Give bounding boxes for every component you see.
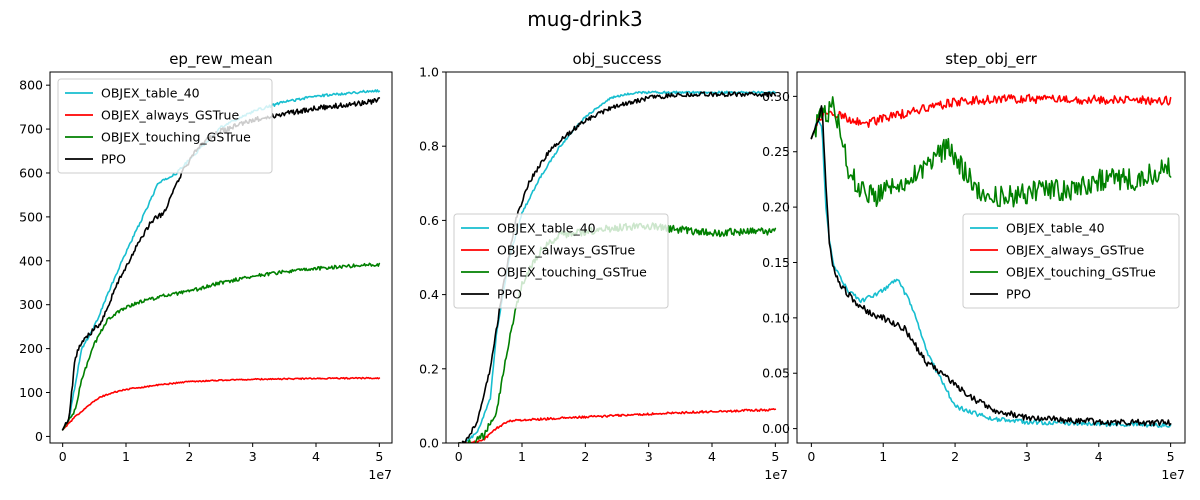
y-tick-label: 0: [35, 429, 43, 444]
x-tick-label: 2: [185, 449, 193, 464]
x-tick-label: 1: [122, 449, 130, 464]
x-tick-label: 3: [249, 449, 257, 464]
y-tick-label: 0.30: [762, 89, 790, 104]
subplot-title: obj_success: [572, 50, 661, 69]
x-tick-label: 4: [708, 449, 716, 464]
legend-label: PPO: [1006, 287, 1031, 302]
x-tick-label: 1: [879, 449, 887, 464]
y-tick-label: 300: [19, 297, 43, 312]
y-tick-label: 0.6: [419, 213, 439, 228]
series-line-objex-always-gstrue: [457, 408, 777, 443]
series-line-objex-always-gstrue: [61, 376, 381, 431]
y-tick-label: 0.2: [419, 361, 439, 376]
x-offset-text: 1e7: [368, 467, 392, 482]
legend-box: [57, 78, 273, 174]
legend-label: OBJEX_touching_GSTrue: [1006, 265, 1156, 280]
y-tick-label: 0.4: [419, 287, 439, 302]
series-line-objex-touching-gstrue: [810, 96, 1172, 208]
x-tick-label: 2: [581, 449, 589, 464]
y-tick-label: 700: [19, 122, 43, 137]
legend-label: OBJEX_always_GSTrue: [101, 108, 239, 123]
y-tick-label: 0.10: [762, 310, 790, 325]
legend: OBJEX_table_40 OBJEX_always_GSTrue OBJEX_t…: [962, 213, 1180, 309]
y-tick-label: 0.05: [762, 366, 790, 381]
subplot-title: step_obj_err: [945, 50, 1037, 69]
legend-label: OBJEX_always_GSTrue: [497, 243, 635, 258]
legend-box: [453, 213, 669, 309]
series-line-ppo: [810, 105, 1172, 427]
y-tick-label: 400: [19, 253, 43, 268]
y-tick-label: 500: [19, 209, 43, 224]
x-tick-label: 2: [951, 449, 959, 464]
axes-frame: [49, 71, 393, 444]
y-tick-label: 0.8: [419, 139, 439, 154]
legend-label: PPO: [101, 152, 126, 167]
x-tick-label: 5: [375, 449, 383, 464]
y-tick-label: 100: [19, 385, 43, 400]
x-tick-label: 0: [807, 449, 815, 464]
y-tick-label: 800: [19, 78, 43, 93]
legend-label: OBJEX_table_40: [497, 221, 596, 236]
x-tick-label: 0: [455, 449, 463, 464]
legend-label: OBJEX_touching_GSTrue: [101, 130, 251, 145]
x-tick-label: 5: [1167, 449, 1175, 464]
y-tick-label: 0.25: [762, 144, 790, 159]
axes-frame: [445, 71, 789, 444]
y-tick-label: 0.20: [762, 200, 790, 215]
y-tick-label: 200: [19, 341, 43, 356]
subplot-step-obj-err: step_obj_err 0 1 2 3 4 5 1e7 0.00 0.05 0.10 0.15 0.2…: [762, 50, 1186, 482]
y-tick-label: 1.0: [419, 65, 439, 80]
y-tick-label: 600: [19, 165, 43, 180]
y-tick-label: 0.00: [762, 421, 790, 436]
legend: OBJEX_table_40 OBJEX_always_GSTrue OBJEX_t…: [57, 78, 273, 174]
x-tick-label: 5: [771, 449, 779, 464]
legend-box: [962, 213, 1180, 309]
series-group: [810, 93, 1172, 429]
legend-label: PPO: [497, 287, 522, 302]
subplot-obj-success: obj_success 0 1 2 3 4 5 1e7 0.0 0.2 0.4 0.6 0.8 1.0 OB…: [419, 50, 789, 482]
legend-label: OBJEX_table_40: [1006, 221, 1105, 236]
series-line-objex-always-gstrue: [810, 93, 1172, 140]
series-line-objex-touching-gstrue: [61, 262, 381, 431]
x-tick-label: 0: [59, 449, 67, 464]
x-offset-text: 1e7: [764, 467, 788, 482]
subplot-title: ep_rew_mean: [169, 50, 273, 69]
x-tick-label: 1: [518, 449, 526, 464]
legend-label: OBJEX_touching_GSTrue: [497, 265, 647, 280]
figure-title: mug-drink3: [527, 7, 643, 31]
axes-frame: [796, 71, 1186, 444]
y-tick-label: 0.0: [419, 436, 439, 451]
subplot-ep-rew-mean: ep_rew_mean 0 1 2 3 4 5 1e7 0 100 200 300 400 500 600 7…: [19, 50, 393, 482]
x-tick-label: 4: [312, 449, 320, 464]
legend: OBJEX_table_40 OBJEX_always_GSTrue OBJEX_t…: [453, 213, 669, 309]
y-tick-label: 0.15: [762, 255, 790, 270]
legend-label: OBJEX_table_40: [101, 86, 200, 101]
x-offset-text: 1e7: [1161, 467, 1185, 482]
legend-label: OBJEX_always_GSTrue: [1006, 243, 1144, 258]
x-tick-label: 4: [1095, 449, 1103, 464]
x-tick-label: 3: [645, 449, 653, 464]
x-tick-label: 3: [1023, 449, 1031, 464]
